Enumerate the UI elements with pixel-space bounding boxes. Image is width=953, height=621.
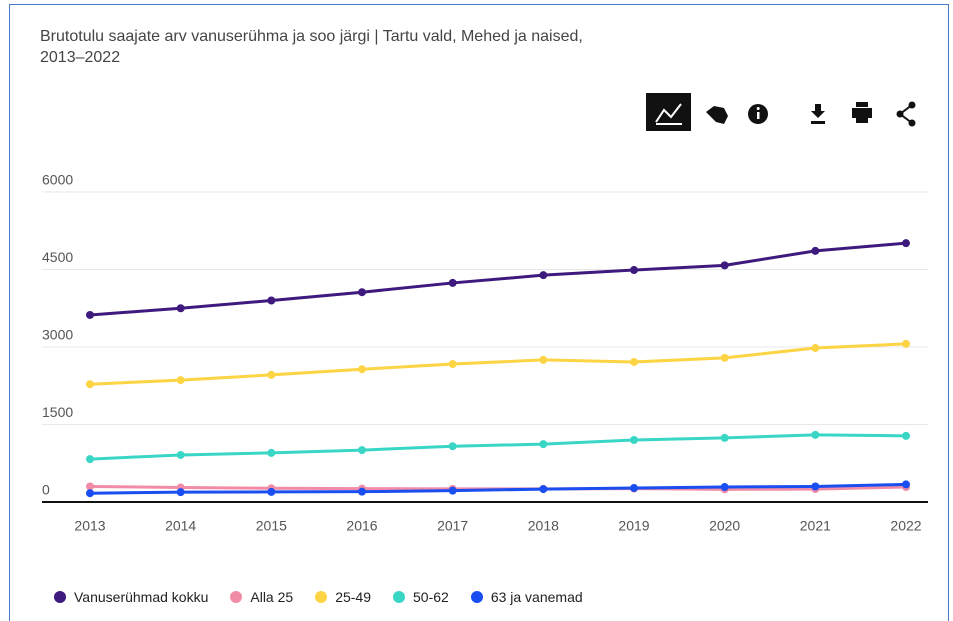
data-point: [449, 279, 457, 287]
data-point: [630, 484, 638, 492]
data-point: [86, 489, 94, 497]
data-point: [721, 354, 729, 362]
chart: 0 1500 3000 4500 6000 2013 2014 2015 2016 2017 201…: [0, 0, 953, 621]
data-point: [358, 446, 366, 454]
data-point: [721, 261, 729, 269]
legend-item[interactable]: Alla 25: [230, 589, 293, 605]
data-point: [86, 311, 94, 319]
data-point: [539, 271, 547, 279]
share-button[interactable]: [897, 102, 916, 127]
legend-label: 50-62: [413, 589, 449, 605]
x-tick-label: 2020: [709, 518, 740, 534]
download-button[interactable]: [811, 104, 825, 124]
data-point: [630, 266, 638, 274]
series-line: [90, 435, 906, 459]
data-point: [267, 371, 275, 379]
data-point: [86, 380, 94, 388]
x-tick-label: 2021: [800, 518, 831, 534]
legend-swatch: [393, 591, 405, 603]
legend-item[interactable]: Vanuserühmad kokku: [54, 589, 208, 605]
legend: Vanuserühmad kokku Alla 25 25-49 50-62 63 ja…: [54, 589, 583, 605]
x-tick-label: 2018: [528, 518, 559, 534]
data-point: [811, 344, 819, 352]
legend-label: 63 ja vanemad: [491, 589, 583, 605]
y-tick-label: 1500: [42, 404, 73, 420]
data-point: [539, 440, 547, 448]
series-line: [90, 243, 906, 315]
data-point: [449, 360, 457, 368]
x-tick-label: 2015: [256, 518, 287, 534]
legend-swatch: [54, 591, 66, 603]
data-point: [539, 356, 547, 364]
toolbar: [646, 93, 916, 131]
legend-label: 25-49: [335, 589, 371, 605]
data-point: [267, 297, 275, 305]
legend-swatch: [315, 591, 327, 603]
page: Brutotulu saajate arv vanuserühma ja soo…: [0, 0, 953, 621]
data-point: [630, 358, 638, 366]
y-tick-label: 3000: [42, 327, 73, 343]
legend-swatch: [230, 591, 242, 603]
y-tick-label: 4500: [42, 249, 73, 265]
data-point: [177, 488, 185, 496]
data-point: [86, 455, 94, 463]
legend-item[interactable]: 25-49: [315, 589, 371, 605]
data-point: [902, 340, 910, 348]
data-point: [267, 488, 275, 496]
data-point: [811, 247, 819, 255]
legend-label: Alla 25: [250, 589, 293, 605]
data-point: [177, 451, 185, 459]
legend-label: Vanuserühmad kokku: [74, 589, 208, 605]
data-point: [449, 487, 457, 495]
legend-item[interactable]: 63 ja vanemad: [471, 589, 583, 605]
data-point: [358, 288, 366, 296]
y-tick-label: 6000: [42, 172, 73, 188]
print-button[interactable]: [852, 102, 872, 123]
x-tick-label: 2022: [890, 518, 921, 534]
data-point: [902, 239, 910, 247]
data-point: [902, 432, 910, 440]
legend-item[interactable]: 50-62: [393, 589, 449, 605]
info-i: [757, 112, 760, 119]
data-point: [811, 431, 819, 439]
legend-swatch: [471, 591, 483, 603]
map-button[interactable]: [706, 106, 728, 124]
data-point: [721, 434, 729, 442]
data-point: [449, 442, 457, 450]
data-point: [539, 485, 547, 493]
x-tick-label: 2019: [618, 518, 649, 534]
series-line: [90, 344, 906, 384]
x-tick-label: 2016: [346, 518, 377, 534]
data-point: [358, 365, 366, 373]
info-dot: [757, 107, 760, 110]
data-point: [721, 483, 729, 491]
y-tick-label: 0: [42, 482, 50, 498]
data-point: [177, 304, 185, 312]
x-tick-label: 2014: [165, 518, 196, 534]
x-tick-label: 2017: [437, 518, 468, 534]
line-chart-button[interactable]: [646, 93, 691, 131]
data-point: [630, 436, 638, 444]
data-point: [358, 488, 366, 496]
x-tick-label: 2013: [74, 518, 105, 534]
data-point: [902, 480, 910, 488]
data-point: [811, 483, 819, 491]
data-point: [267, 449, 275, 457]
data-point: [177, 376, 185, 384]
